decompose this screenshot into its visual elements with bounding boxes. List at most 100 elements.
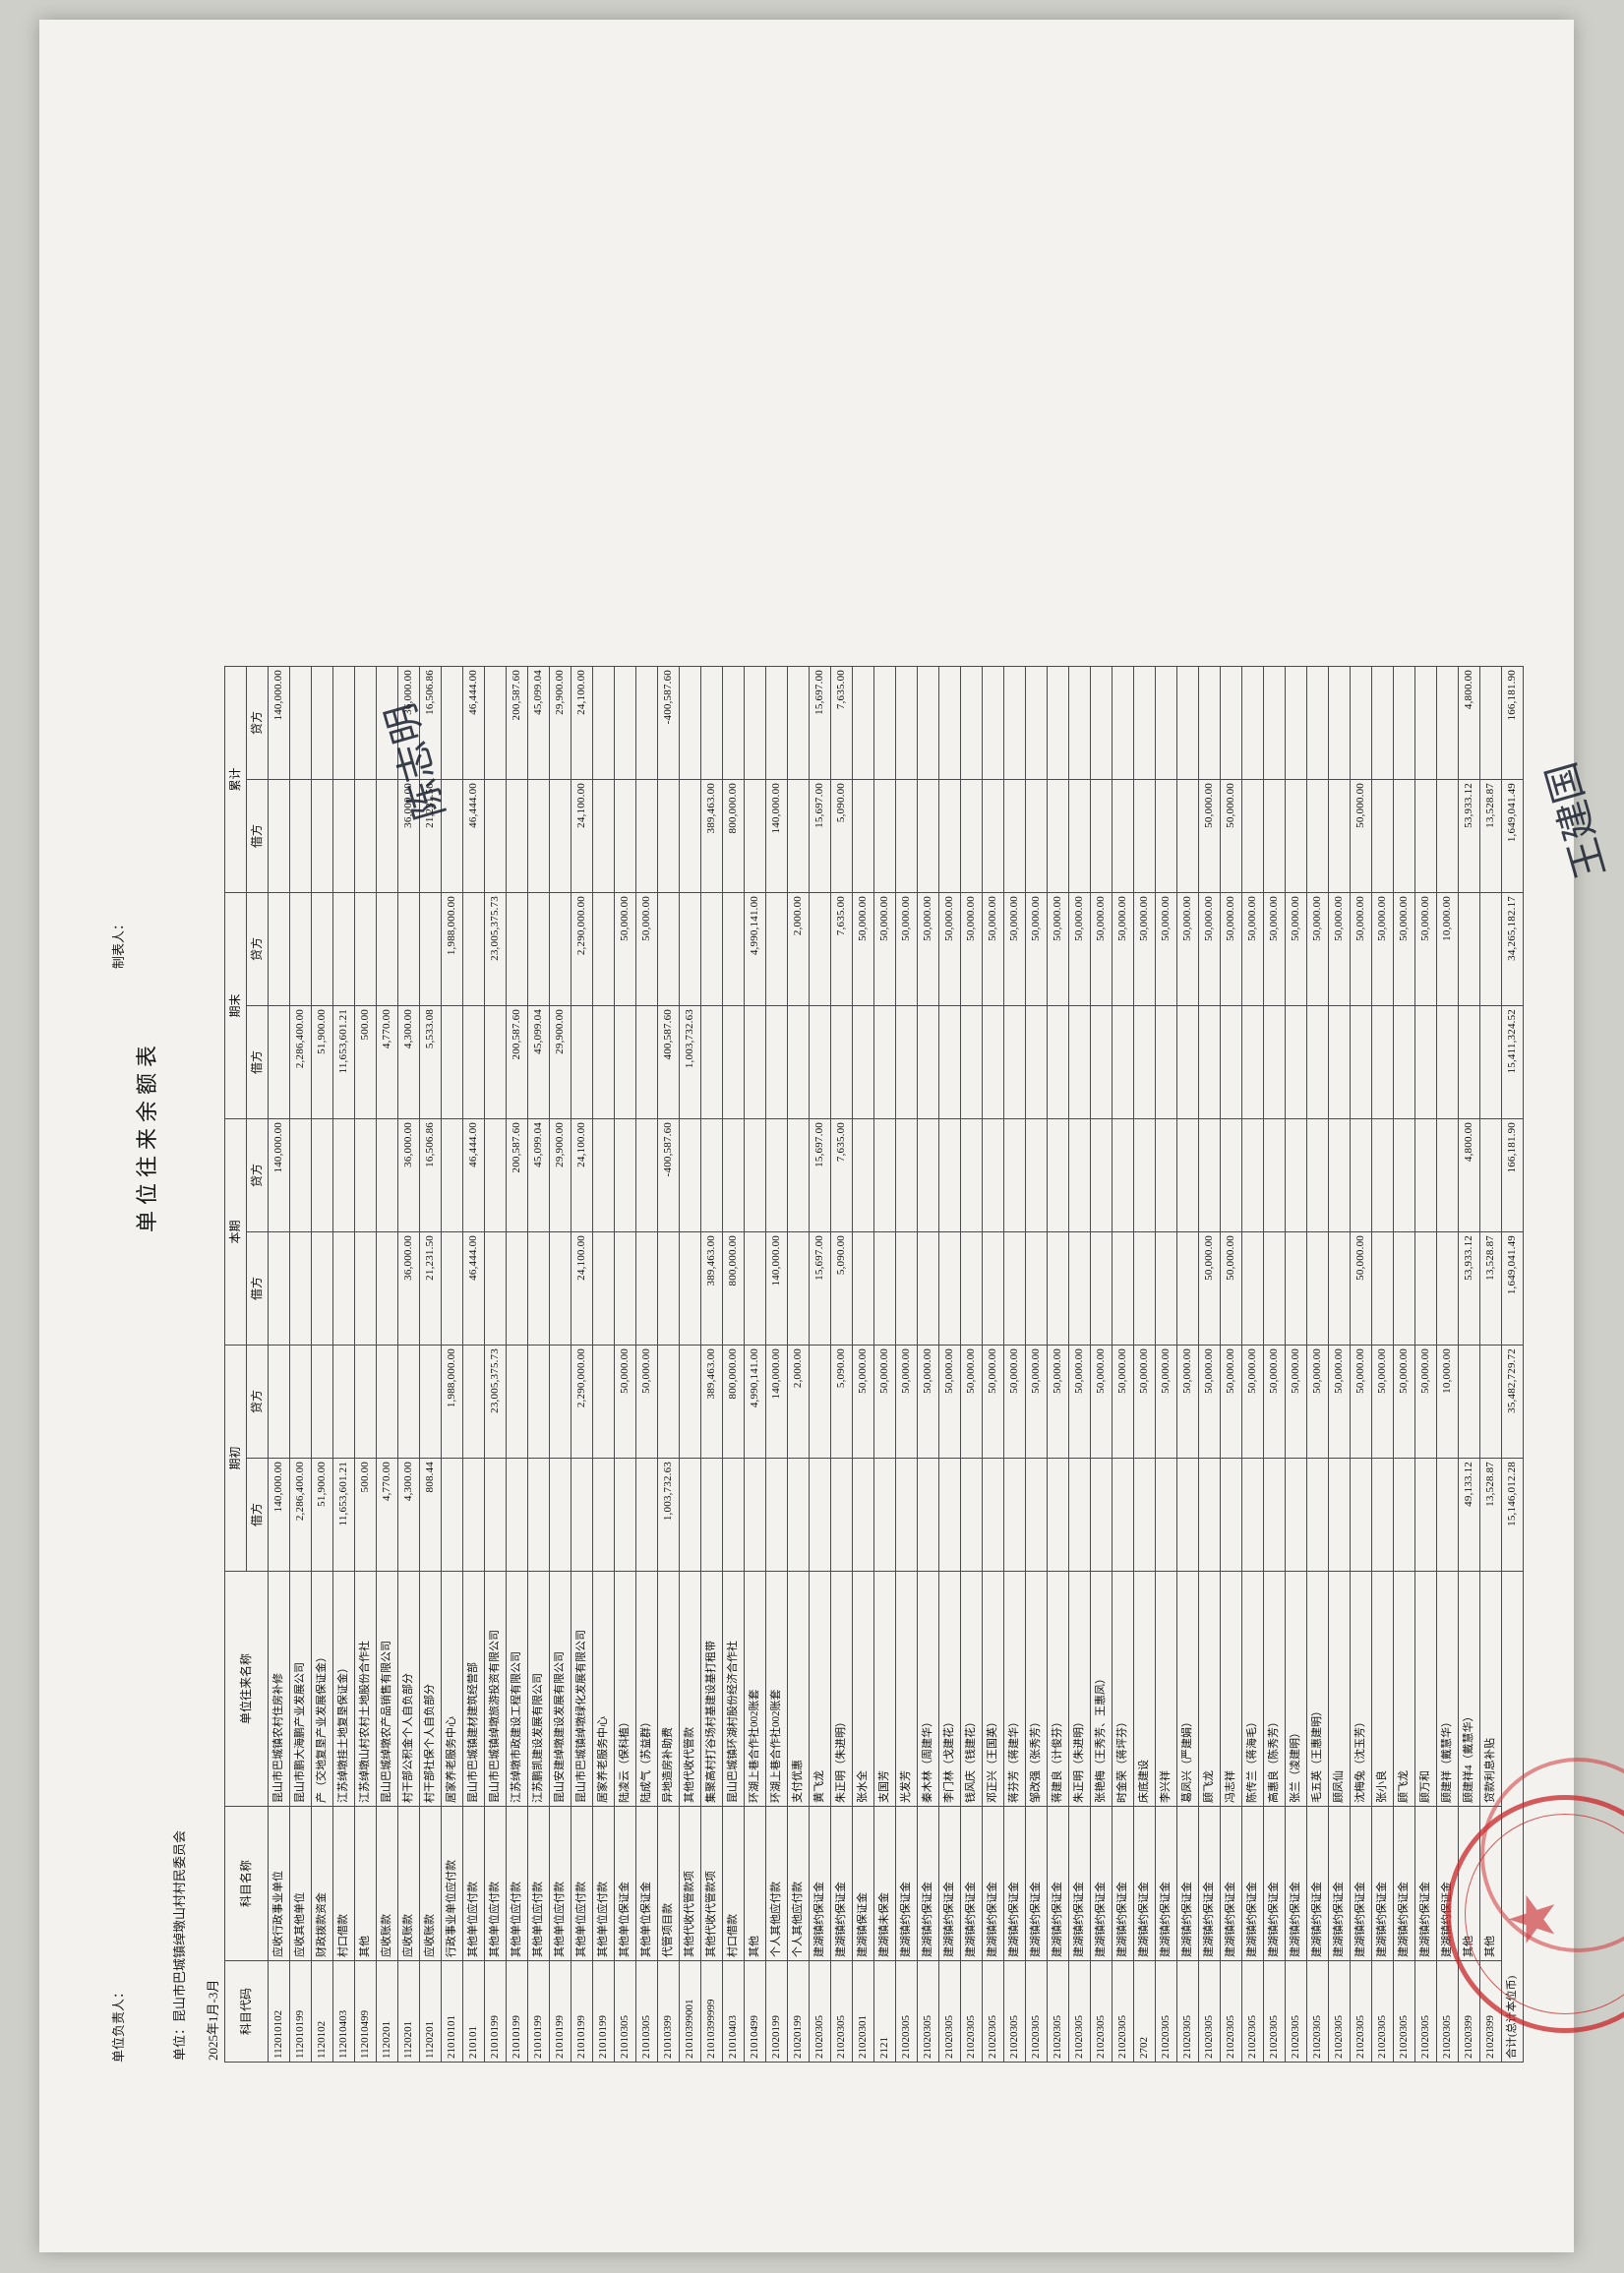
- cell-account-name: 其他: [744, 1806, 766, 1961]
- cell-party-name: 江苏绰墩山村农村土地股份合作社: [354, 1571, 377, 1807]
- cell-lj-c: [1263, 666, 1286, 780]
- cell-qc-d: [982, 1458, 1004, 1572]
- cell-account-code: 21010101: [441, 1960, 463, 2063]
- cell-bq-d: [527, 1231, 550, 1346]
- cell-account-code: 210101: [462, 1960, 485, 2063]
- cell-lj-c: [614, 666, 636, 780]
- cell-qc-d: [1241, 1458, 1264, 1572]
- cell-bq-d: [268, 1231, 290, 1346]
- cell-qm-d: [614, 1005, 636, 1119]
- table-row: 210101 其他单位应付款 昆山市巴城镇建材建筑经营部 46,444.00 46,44…: [462, 666, 485, 2063]
- table-row: 21010399001 其他代收代管款项 其他代收代管款 1,003,732.63: [679, 666, 701, 2063]
- cell-qc-c: 50,000.00: [1068, 1345, 1091, 1459]
- cell-account-name: 个人其他应付款: [787, 1806, 810, 1961]
- cell-party-name: 贷款利息补贴: [1479, 1571, 1502, 1807]
- cell-party-name: 李门林（戈建花）: [938, 1571, 961, 1807]
- cell-qc-c: 50,000.00: [1090, 1345, 1113, 1459]
- table-row: 21020305 建湖镇约保证金 高惠良（陈秀芳） 50,000.00 50,000.0…: [1263, 666, 1286, 2063]
- col-current-credit: 贷方: [246, 1118, 269, 1232]
- cell-qm-c: 50,000.00: [852, 892, 874, 1006]
- cell-qc-d: 4,770.00: [376, 1458, 398, 1572]
- cell-qc-d: [1263, 1458, 1286, 1572]
- cell-party-name: 李兴祥: [1155, 1571, 1177, 1807]
- cell-qc-d: [765, 1458, 788, 1572]
- cell-account-code: 21020305: [1220, 1960, 1242, 2063]
- cell-bq-c: [1198, 1118, 1221, 1232]
- cell-qm-c: 50,000.00: [1414, 892, 1437, 1006]
- rotated-table-canvas: 单位往来余额表 单位：昆山市巴城镇绰墩山村村民委员会 2025年1月-3月 科目…: [108, 93, 1624, 2179]
- cell-qm-c: [592, 892, 615, 1006]
- cell-account-name: 其他单位应付款: [462, 1806, 485, 1961]
- table-row: 21010101 行政事业单位应付款 居家养老服务中心 1,988,000.00 1,9…: [441, 666, 463, 2063]
- table-row: 21020305 建湖镇约保证金 毛五英（王惠建明） 50,000.00 50,000.…: [1306, 666, 1329, 2063]
- cell-bq-c: [917, 1118, 939, 1232]
- cell-bq-d: [635, 1231, 658, 1346]
- cell-lj-c: [787, 666, 810, 780]
- cell-account-code: 21010399: [657, 1960, 680, 2063]
- cell-qm-c: 50,000.00: [1176, 892, 1199, 1006]
- cell-bq-c: [744, 1118, 766, 1232]
- cell-qc-c: 50,000.00: [1285, 1345, 1307, 1459]
- cell-qc-d: [1220, 1458, 1242, 1572]
- table-row: 21020305 建湖镇约保证金 葛凤兴（严建娟） 50,000.00 50,000.0…: [1176, 666, 1199, 2063]
- cell-lj-d: [1090, 779, 1113, 893]
- cell-qm-c: 2,290,000.00: [571, 892, 593, 1006]
- cell-qc-d: [635, 1458, 658, 1572]
- cell-qc-d: [1436, 1458, 1459, 1572]
- cell-qc-c: [311, 1345, 333, 1459]
- cell-party-name: 村干部社保个人自负部分: [419, 1571, 442, 1807]
- cell-qc-d: [462, 1458, 485, 1572]
- table-row: 21020305 建湖镇约保证金 沈梅兔（沈玉芳） 50,000.00 50,000.0…: [1350, 666, 1372, 2063]
- cell-bq-d: [614, 1231, 636, 1346]
- cell-bq-c: [787, 1118, 810, 1232]
- cell-qm-c: 50,000.00: [1328, 892, 1351, 1006]
- cell-qc-d: 500.00: [354, 1458, 377, 1572]
- cell-qm-d: [1068, 1005, 1091, 1119]
- cell-qm-d: [1458, 1005, 1480, 1119]
- cell-account-code: 21020305: [1241, 1960, 1264, 2063]
- cell-bq-c: [852, 1118, 874, 1232]
- cell-qm-c: [1479, 892, 1502, 1006]
- cell-party-name: 张水全: [852, 1571, 874, 1807]
- cell-lj-d: [506, 779, 528, 893]
- cell-lj-d: [852, 779, 874, 893]
- cell-account-code: 112010499: [354, 1960, 377, 2063]
- cell-bq-d: 50,000.00: [1220, 1231, 1242, 1346]
- cell-qc-c: [332, 1345, 355, 1459]
- cell-account-name: 其他单位保证金: [635, 1806, 658, 1961]
- cell-qm-d: [268, 1005, 290, 1119]
- cell-lj-d: [1263, 779, 1286, 893]
- cell-lj-c: [1436, 666, 1459, 780]
- cell-account-code: 21020305: [960, 1960, 983, 2063]
- cell-account-code: 21020199: [765, 1960, 788, 2063]
- cell-bq-c: [311, 1118, 333, 1232]
- cell-party-name: 张艳梅（王秀芳、王惠凤）: [1090, 1571, 1113, 1807]
- cell-bq-c: 36,000.00: [397, 1118, 420, 1232]
- cell-party-name: 异地造房补助费: [657, 1571, 680, 1807]
- cell-bq-c: 200,587.60: [506, 1118, 528, 1232]
- cell-bq-d: [1371, 1231, 1394, 1346]
- cell-qm-c: 50,000.00: [1220, 892, 1242, 1006]
- cell-qm-c: 50,000.00: [1285, 892, 1307, 1006]
- cell-account-code: 112010199: [289, 1960, 312, 2063]
- cell-party-name: 顾凤仙: [1328, 1571, 1351, 1807]
- table-row: 21020305 建湖镇约保证金 钱风庆（钱建花） 50,000.00 50,000.0…: [960, 666, 983, 2063]
- cell-lj-d: 800,000.00: [722, 779, 745, 893]
- table-row: 2121 建湖镇未保金 支国芳 50,000.00 50,000.00: [873, 666, 896, 2063]
- cell-account-name: 建湖镇未保金: [873, 1806, 896, 1961]
- cell-qc-c: 10,000.00: [1436, 1345, 1459, 1459]
- table-row: 21010305 其他单位保证金 陆成气（苏益群） 50,000.00 50,000.0…: [635, 666, 658, 2063]
- cell-lj-d: [679, 779, 701, 893]
- cell-lj-d: [527, 779, 550, 893]
- table-row: 1120201 应收账款 村干部公积金个人自负部分 4,300.00 36,000.00…: [397, 666, 420, 2063]
- balance-table: 科目代码 科目名称 单位往来名称 期初 本期 期末 累计 借方 贷方 借方 贷方…: [224, 666, 1524, 2063]
- cell-account-code: 1120201: [376, 1960, 398, 2063]
- table-row: 21010399 代管项目款 异地造房补助费 1,003,732.63 -400,587…: [657, 666, 680, 2063]
- cell-lj-c: [441, 666, 463, 780]
- cell-lj-c: [700, 666, 723, 780]
- cell-qm-c: [354, 892, 377, 1006]
- cell-lj-c: [1047, 666, 1069, 780]
- cell-account-code: 1120201: [419, 1960, 442, 2063]
- cell-qm-d: [765, 1005, 788, 1119]
- cell-lj-c: [1090, 666, 1113, 780]
